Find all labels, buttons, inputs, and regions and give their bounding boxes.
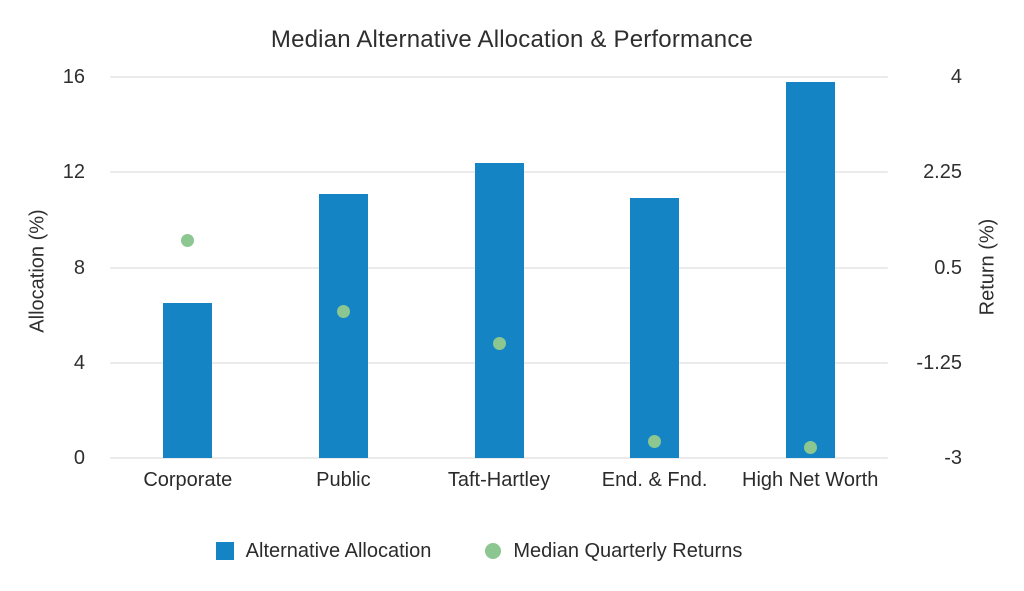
legend-label-median-quarterly-returns: Median Quarterly Returns: [513, 539, 743, 562]
right-axis-title: Return (%): [976, 218, 999, 316]
right-axis-tick-label: 4: [950, 66, 962, 88]
category-label: Taft-Hartley: [447, 469, 551, 491]
bar-taft-hartley: [474, 162, 524, 458]
dot-corporate: [181, 233, 195, 247]
left-axis-tick-label: 4: [73, 351, 85, 374]
bar-corporate: [163, 303, 213, 458]
dot-end-fnd: [648, 435, 662, 449]
legend-label-alternative-allocation: Alternative Allocation: [245, 539, 432, 562]
legend-item-median-quarterly-returns: Median Quarterly Returns: [485, 540, 742, 563]
right-axis-tick-label: 2.25: [923, 161, 962, 184]
category-label: Public: [316, 469, 371, 491]
right-axis-tick-label: 0.5: [934, 256, 962, 279]
legend: Alternative Allocation Median Quarterly …: [90, 536, 868, 566]
left-axis-tick-label: 8: [73, 256, 85, 279]
left-axis-tick-label: 12: [62, 161, 85, 184]
left-axis-tick-label: 0: [73, 447, 85, 469]
right-axis-tick-label: -1.25: [916, 351, 962, 374]
bar-high-net-worth: [785, 81, 835, 458]
category-label: Corporate: [143, 469, 233, 491]
plot-area: [110, 76, 888, 459]
legend-item-alternative-allocation: Alternative Allocation: [215, 539, 432, 563]
bar-end-fnd: [630, 198, 680, 458]
dot-series-swatch-icon: [485, 543, 502, 559]
bar-public: [318, 193, 368, 458]
bar-series-swatch-icon: [215, 542, 234, 560]
gridline: [110, 76, 888, 78]
dot-public: [336, 304, 350, 318]
dot-high-net-worth: [803, 440, 817, 454]
dot-taft-hartley: [492, 337, 506, 351]
left-axis-tick-label: 16: [62, 66, 85, 88]
gridline: [110, 457, 888, 459]
right-axis-tick-label: -3: [944, 447, 962, 469]
chart-title: Median Alternative Allocation & Performa…: [270, 26, 754, 53]
category-label: End. & Fnd.: [601, 469, 708, 491]
category-label: High Net Worth: [742, 469, 879, 491]
